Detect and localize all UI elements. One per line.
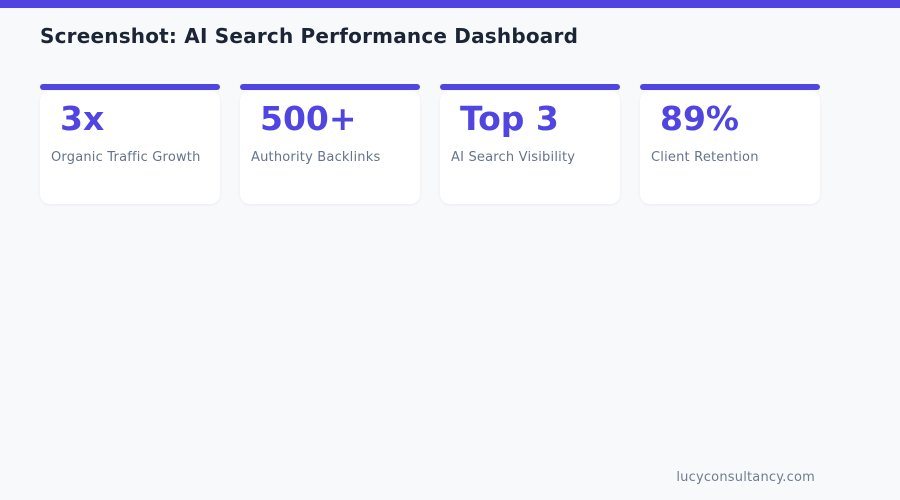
stat-label: Authority Backlinks xyxy=(251,150,381,165)
stat-card-organic-traffic: 3x Organic Traffic Growth xyxy=(40,84,220,204)
stat-value: 89% xyxy=(660,99,739,138)
main-content: Screenshot: AI Search Performance Dashbo… xyxy=(0,24,900,204)
stat-card-client-retention: 89% Client Retention xyxy=(640,84,820,204)
stat-card-body: 89% Client Retention xyxy=(640,91,820,204)
stat-value: 500+ xyxy=(260,99,357,138)
page-title: Screenshot: AI Search Performance Dashbo… xyxy=(40,24,579,48)
top-accent-bar xyxy=(0,0,900,8)
card-accent-bar xyxy=(440,84,620,90)
stat-card-body: Top 3 AI Search Visibility xyxy=(440,91,620,204)
stat-label: Organic Traffic Growth xyxy=(51,150,201,165)
stat-value: Top 3 xyxy=(460,99,559,138)
stat-value: 3x xyxy=(60,99,105,138)
stats-row: 3x Organic Traffic Growth 500+ Authority… xyxy=(40,84,860,204)
footer-url: lucyconsultancy.com xyxy=(676,470,815,485)
stat-label: Client Retention xyxy=(651,150,759,165)
stat-card-body: 3x Organic Traffic Growth xyxy=(40,91,220,204)
card-accent-bar xyxy=(40,84,220,90)
stat-label: AI Search Visibility xyxy=(451,150,576,165)
card-accent-bar xyxy=(640,84,820,90)
stat-card-ai-search-visibility: Top 3 AI Search Visibility xyxy=(440,84,620,204)
card-accent-bar xyxy=(240,84,420,90)
stat-card-body: 500+ Authority Backlinks xyxy=(240,91,420,204)
stat-card-authority-backlinks: 500+ Authority Backlinks xyxy=(240,84,420,204)
